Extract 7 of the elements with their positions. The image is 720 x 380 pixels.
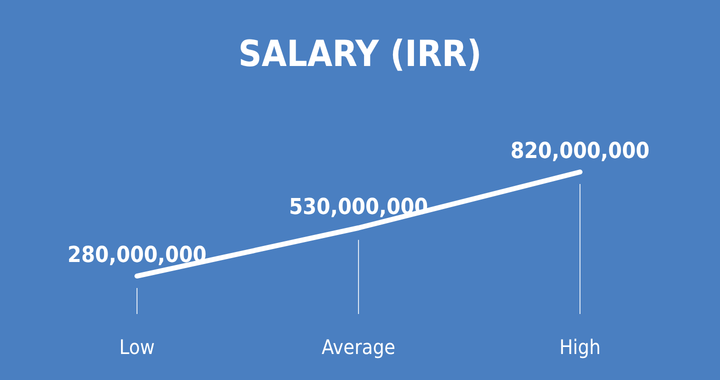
data-label: 280,000,000 [68, 243, 206, 268]
x-tick-label: High [559, 335, 601, 359]
x-tick-label: Average [322, 335, 396, 359]
chart-title: SALARY (IRR) [238, 34, 482, 75]
data-label: 530,000,000 [289, 194, 428, 220]
x-tick-label: Low [119, 335, 155, 359]
data-label: 820,000,000 [510, 139, 650, 164]
